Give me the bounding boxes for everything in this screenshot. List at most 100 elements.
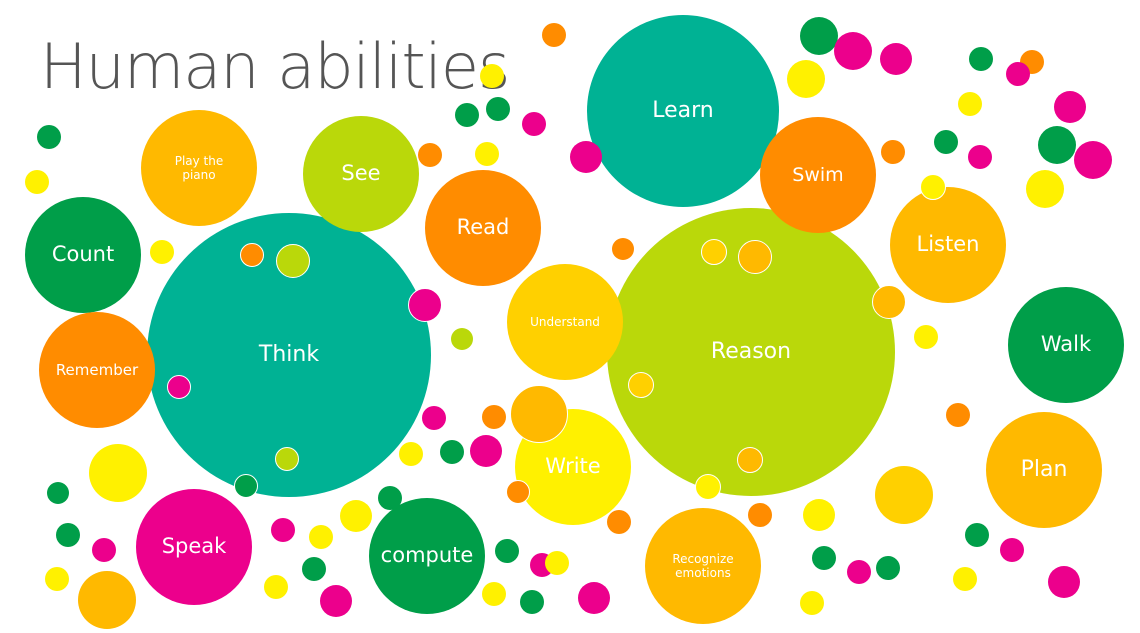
decor-dot (968, 145, 992, 169)
decor-dot (953, 567, 977, 591)
decor-dot (958, 92, 982, 116)
bubble-label: Plan (1020, 456, 1068, 482)
decor-dot (275, 447, 299, 471)
decor-dot (510, 385, 568, 443)
decor-dot (803, 499, 835, 531)
decor-dot (969, 47, 993, 71)
decor-dot (78, 571, 136, 629)
bubble-label: Recognize emotions (672, 551, 734, 580)
decor-dot (482, 582, 506, 606)
bubble-walk: Walk (1008, 287, 1124, 403)
decor-dot (934, 130, 958, 154)
decor-dot (480, 64, 504, 88)
decor-dot (455, 103, 479, 127)
page-title: Human abilities (40, 30, 510, 103)
decor-dot (240, 243, 264, 267)
decor-dot (399, 442, 423, 466)
decor-dot (378, 486, 402, 510)
decor-dot (612, 238, 634, 260)
decor-dot (506, 480, 530, 504)
decor-dot (834, 32, 872, 70)
bubble-label: compute (380, 543, 474, 568)
decor-dot (25, 170, 49, 194)
decor-dot (800, 17, 838, 55)
decor-dot (876, 556, 900, 580)
decor-dot (302, 557, 326, 581)
decor-dot (475, 142, 499, 166)
decor-dot (881, 140, 905, 164)
decor-dot (1038, 126, 1076, 164)
decor-dot (920, 174, 946, 200)
decor-dot (408, 288, 442, 322)
bubble-play-the-piano: Play the piano (141, 110, 257, 226)
bubble-understand: Understand (507, 264, 623, 380)
bubble-label: Speak (161, 534, 227, 559)
decor-dot (578, 582, 610, 614)
decor-dot (800, 591, 824, 615)
decor-dot (495, 539, 519, 563)
decor-dot (701, 239, 727, 265)
decor-dot (470, 435, 502, 467)
decor-dot (1026, 170, 1064, 208)
decor-dot (45, 567, 69, 591)
decor-dot (56, 523, 80, 547)
bubble-read: Read (425, 170, 541, 286)
bubble-learn: Learn (587, 15, 779, 207)
decor-dot (150, 240, 174, 264)
bubble-label: Swim (792, 163, 844, 186)
bubble-count: Count (25, 197, 141, 313)
bubble-label: Listen (916, 232, 980, 257)
decor-dot (628, 372, 654, 398)
bubble-label: See (341, 161, 381, 186)
decor-dot (482, 405, 506, 429)
bubble-listen: Listen (890, 187, 1006, 303)
decor-dot (737, 447, 763, 473)
bubble-recognize-emotions: Recognize emotions (645, 508, 761, 624)
decor-dot (418, 143, 442, 167)
decor-dot (340, 500, 372, 532)
decor-dot (880, 43, 912, 75)
decor-dot (1074, 141, 1112, 179)
decor-dot (234, 474, 258, 498)
decor-dot (695, 474, 721, 500)
decor-dot (47, 482, 69, 504)
decor-dot (92, 538, 116, 562)
decor-dot (167, 375, 191, 399)
decor-dot (1054, 91, 1086, 123)
bubble-compute: compute (369, 498, 485, 614)
bubble-label: Play the piano (174, 153, 224, 182)
bubble-remember: Remember (39, 312, 155, 428)
bubble-label: Reason (710, 338, 792, 364)
bubble-label: Write (545, 454, 601, 479)
bubble-speak: Speak (136, 489, 252, 605)
decor-dot (946, 403, 970, 427)
bubble-plan: Plan (986, 412, 1102, 528)
decor-dot (748, 503, 772, 527)
bubble-label: Remember (55, 361, 139, 379)
decor-dot (965, 523, 989, 547)
decor-dot (89, 444, 147, 502)
decor-dot (264, 575, 288, 599)
decor-dot (276, 244, 310, 278)
decor-dot (451, 328, 473, 350)
decor-dot (422, 406, 446, 430)
decor-dot (812, 546, 836, 570)
bubble-label: Read (456, 215, 510, 240)
decor-dot (486, 97, 510, 121)
bubble-swim: Swim (760, 117, 876, 233)
decor-dot (440, 440, 464, 464)
decor-dot (542, 23, 566, 47)
decor-dot (787, 60, 825, 98)
decor-dot (1048, 566, 1080, 598)
decor-dot (320, 585, 352, 617)
decor-dot (914, 325, 938, 349)
bubble-label: Count (51, 242, 115, 267)
decor-dot (309, 525, 333, 549)
decor-dot (872, 285, 906, 319)
bubble-label: Learn (652, 97, 714, 123)
decor-dot (1000, 538, 1024, 562)
decor-dot (607, 510, 631, 534)
decor-dot (738, 240, 772, 274)
bubble-label: Understand (530, 314, 600, 329)
bubble-label: Walk (1040, 332, 1092, 357)
